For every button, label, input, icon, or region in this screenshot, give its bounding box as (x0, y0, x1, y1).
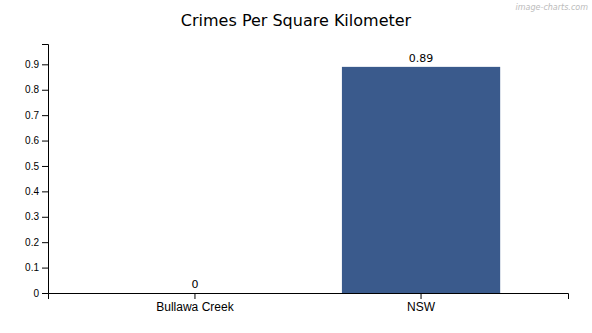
y-tick-mark (42, 115, 48, 116)
y-tick: 0.6 (25, 135, 48, 146)
y-tick-mark (42, 141, 48, 142)
y-tick-mark (42, 293, 48, 294)
bar (116, 293, 274, 294)
x-tick-mark (194, 293, 195, 299)
y-tick-label: 0.7 (25, 110, 39, 121)
y-tick-mark (42, 166, 48, 167)
data-labels: 00.89 (191, 52, 433, 291)
y-tick-label: 0.4 (25, 186, 39, 197)
y-axis-line (42, 45, 49, 294)
y-tick: 0.2 (25, 237, 48, 248)
y-axis: 0 0.1 0.2 0.3 0.4 0.5 0.6 0.7 0.8 0.9 (25, 45, 48, 299)
y-tick: 0.8 (25, 84, 48, 95)
y-tick-mark (42, 217, 48, 218)
plot: 0 0.1 0.2 0.3 0.4 0.5 0.6 0.7 0.8 0.9 Bullawa Cree… (25, 45, 568, 314)
y-tick-label: 0.1 (25, 262, 39, 273)
y-tick: 0.9 (25, 59, 48, 70)
x-tick-mark (421, 293, 422, 299)
y-tick-mark (42, 64, 48, 65)
y-tick-label: 0 (33, 288, 39, 299)
y-tick-label: 0.9 (25, 59, 39, 70)
y-tick-label: 0.8 (25, 84, 39, 95)
x-axis-line (49, 294, 569, 300)
y-tick-label: 0.3 (25, 211, 39, 222)
y-tick: 0.4 (25, 186, 48, 197)
title: Crimes Per Square Kilometer (181, 11, 412, 30)
y-tick: 0.1 (25, 262, 48, 273)
y-tick: 0 (33, 288, 48, 299)
y-tick: 0.5 (25, 161, 48, 172)
bar (342, 67, 500, 293)
y-tick-mark (42, 90, 48, 91)
y-tick-mark (42, 191, 48, 192)
annotation: image-charts.com (516, 3, 589, 12)
y-tick: 0.3 (25, 211, 48, 222)
x-axis: Bullawa Creek NSW (49, 293, 569, 314)
chart: Crimes Per Square Kilometer image-charts.… (0, 0, 592, 333)
bars (342, 67, 500, 293)
y-tick-label: 0.5 (25, 161, 39, 172)
y-tick-label: 0.6 (25, 135, 39, 146)
y-tick: 0.7 (25, 110, 48, 121)
data-label: 0 (191, 278, 198, 291)
x-tick-label: Bullawa Creek (156, 300, 234, 314)
x-tick: Bullawa Creek (156, 293, 234, 314)
y-tick-mark (42, 268, 48, 269)
y-tick-mark (42, 242, 48, 243)
y-tick-label: 0.2 (25, 237, 39, 248)
data-label: 0.89 (409, 52, 434, 65)
x-tick-label: NSW (407, 300, 436, 314)
x-tick: NSW (407, 293, 436, 314)
